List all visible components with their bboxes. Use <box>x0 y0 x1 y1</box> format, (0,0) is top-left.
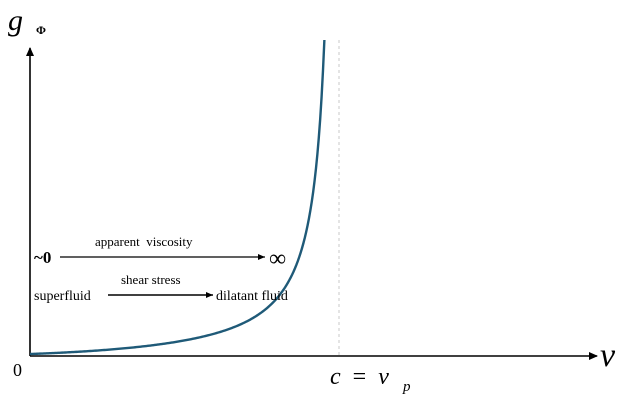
viscosity-caption: apparent viscosity <box>95 234 193 249</box>
asymptote-eq: = <box>353 364 367 390</box>
y-axis-label-subscript: Φ <box>36 23 46 37</box>
stress-left-label: superfluid <box>34 289 91 304</box>
y-axis-label: g <box>8 4 23 37</box>
x-axis-label: v <box>600 337 616 374</box>
y-axis-label-main: g <box>8 4 23 37</box>
curve <box>29 39 326 356</box>
asymptote-lhs: c <box>330 364 341 390</box>
viscosity-left-label: ~0 <box>34 248 51 267</box>
stress-right-label: dilatant fluid <box>216 289 288 304</box>
origin-label: 0 <box>13 360 22 380</box>
asymptote-rhs-main: v <box>378 364 389 390</box>
asymptote-rhs-subscript: p <box>402 379 411 395</box>
viscosity-right-label: ∞ <box>269 246 286 272</box>
stress-caption: shear stress <box>121 272 181 287</box>
asymptote-label: c = v <box>330 364 389 390</box>
